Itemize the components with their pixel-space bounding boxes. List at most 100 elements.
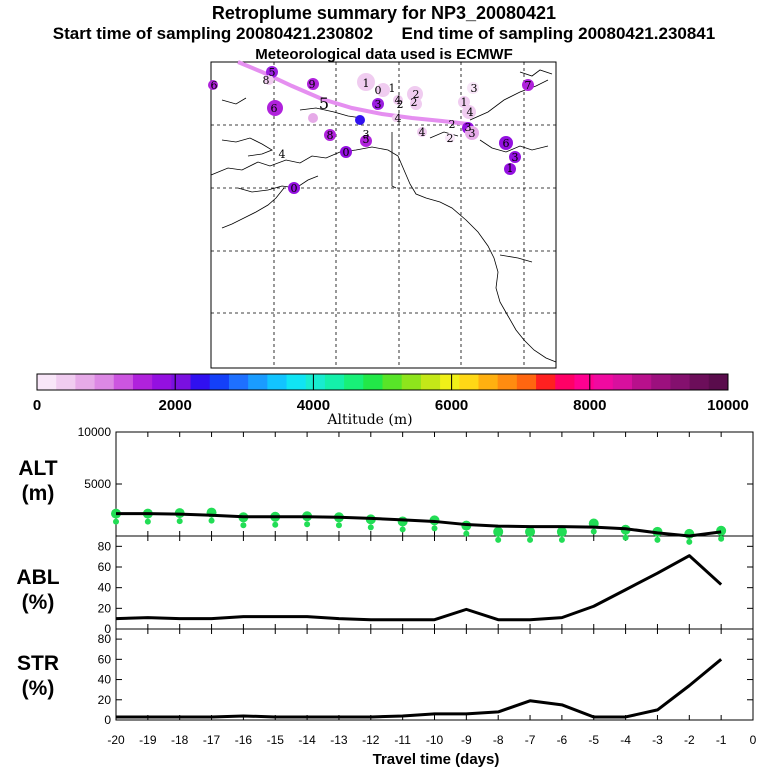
colorbar-cell (478, 374, 499, 390)
x-tick-label: -20 (107, 733, 125, 747)
colorbar-cell (382, 374, 403, 390)
alt-dot (525, 526, 536, 537)
colorbar-title: Altitude (m) (326, 412, 412, 428)
colorbar-cell (516, 374, 537, 390)
x-tick-label: 0 (750, 733, 757, 747)
map-marker-label: 1 (389, 82, 396, 95)
colorbar-cell (459, 374, 479, 390)
abl-y-tick-label: 40 (98, 581, 112, 595)
colorbar-cell (56, 374, 76, 390)
colorbar-cell (305, 374, 326, 390)
colorbar-cell (536, 374, 556, 390)
alt-dot-small (463, 530, 470, 537)
str-y-tick-label: 0 (104, 713, 111, 727)
map-marker-label: 6 (211, 79, 218, 92)
str-panel-unit: (%) (22, 677, 55, 700)
map-marker-label: 3 (375, 98, 382, 111)
map-marker-label: 8 (327, 129, 334, 142)
colorbar-ticks (36, 374, 729, 390)
colorbar-cell (708, 374, 729, 390)
alt-dot-small (304, 521, 311, 528)
map-marker-label: 6 (503, 137, 510, 150)
map-marker-label: 3 (512, 151, 519, 164)
alt-dot-small (590, 528, 597, 535)
x-tick-label: -6 (557, 733, 568, 747)
map-marker-label: 4 (467, 106, 474, 119)
abl-y-axis: 80 60 40 20 0 (98, 539, 753, 636)
alt-dot-small (431, 525, 438, 532)
map-marker-label: 3 (465, 121, 472, 134)
x-tick-label: -2 (684, 733, 695, 747)
map-marker-label: 4 (395, 112, 402, 125)
map-marker-label: 6 (271, 102, 278, 115)
colorbar-cell (612, 374, 633, 390)
abl-y-tick-label: 0 (104, 622, 111, 636)
alt-scatter-series (111, 507, 727, 545)
colorbar-cell (440, 374, 460, 390)
altitude-colorbar: 0 2000 4000 6000 8000 10000 Altitude (m) (33, 373, 749, 428)
abl-line (115, 554, 723, 622)
x-tick-label: -10 (426, 733, 444, 747)
alt-dot-small (495, 536, 502, 543)
str-y-tick-label: 80 (98, 632, 112, 646)
x-tick-label: -7 (525, 733, 536, 747)
colorbar-cell (401, 374, 422, 390)
x-tick-label: -15 (267, 733, 285, 747)
str-y-tick-label: 40 (98, 673, 112, 687)
abl-y-tick-label: 20 (98, 601, 112, 615)
colorbar-cell (209, 374, 230, 390)
alt-dot-small (113, 518, 119, 525)
map-marker-label: 0 (375, 84, 382, 97)
colorbar-tick-label: 6000 (435, 397, 468, 414)
map-marker-label: 5 (319, 94, 329, 113)
x-tick-label: -4 (620, 733, 631, 747)
map-marker-label: 2 (413, 88, 420, 101)
str-y-tick-label: 60 (98, 652, 112, 666)
abl-line-series (115, 554, 723, 622)
x-tick-label: -17 (203, 733, 221, 747)
met-data-note: Meteorological data used is ECMWF (255, 46, 513, 63)
alt-y-axis: 10000 5000 (78, 425, 753, 491)
abl-y-tick-label: 60 (98, 560, 112, 574)
alt-dot-small (367, 524, 374, 531)
abl-y-tick-label: 80 (98, 539, 112, 553)
alt-line-series (116, 512, 722, 538)
map-marker-label: 5 (363, 133, 370, 146)
colorbar-tick-label: 4000 (297, 397, 330, 414)
x-tick-label: -13 (330, 733, 348, 747)
colorbar-cell (190, 374, 211, 390)
colorbar-cell (267, 374, 288, 390)
map-marker-label: 2 (449, 118, 456, 131)
x-axis-tick-labels: -20 -19 -18 -17 -16 -15 -14 -13 -12 -11 -10 -9 -8 -7-… (107, 733, 756, 747)
map-marker-label: 2 (447, 132, 454, 145)
map-marker-label: 4 (395, 94, 402, 107)
colorbar-cell (593, 374, 614, 390)
colorbar-cell (94, 374, 115, 390)
colorbar-cells (37, 374, 729, 390)
colorbar-cell (344, 374, 364, 390)
alt-dot-small (654, 536, 661, 543)
colorbar-cell (286, 374, 307, 390)
start-time-label: Start time of sampling (52, 24, 232, 43)
alt-dot-small (240, 522, 247, 529)
x-tick-label: -3 (652, 733, 663, 747)
x-tick-label: -11 (394, 733, 411, 747)
abl-panel-label: ABL (16, 566, 59, 589)
colorbar-cell (420, 374, 441, 390)
colorbar-tick-labels: 0 2000 4000 6000 8000 10000 (33, 397, 749, 414)
alt-panel-label: ALT (18, 457, 57, 480)
map-marker-label: 1 (507, 162, 514, 175)
map-marker-label: 0 (343, 146, 350, 159)
colorbar-tick-label: 8000 (573, 397, 606, 414)
colorbar-cell (632, 374, 652, 390)
colorbar-cell (37, 374, 57, 390)
colorbar-tick-label: 0 (33, 397, 41, 414)
colorbar-cell (248, 374, 268, 390)
x-tick-label: -9 (461, 733, 472, 747)
alt-dot-small (622, 534, 629, 541)
colorbar-cell (574, 374, 595, 390)
colorbar-cell (132, 374, 153, 390)
alt-y-tick-label: 10000 (78, 425, 112, 439)
